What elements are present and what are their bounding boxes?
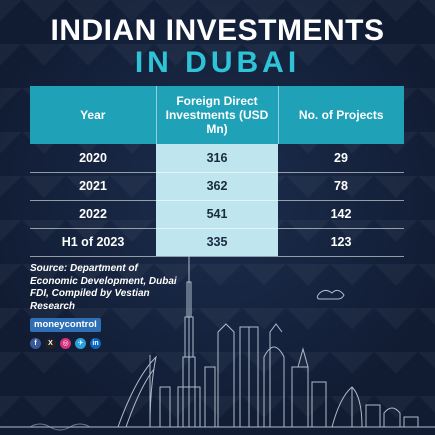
cell-projects: 29	[278, 144, 404, 173]
moneycontrol-logo: moneycontrol	[30, 318, 101, 332]
cell-fdi: 541	[156, 200, 278, 229]
cell-projects: 123	[278, 228, 404, 257]
title-line-2: IN DUBAI	[134, 46, 301, 79]
cell-year: 2022	[30, 200, 156, 229]
x-icon[interactable]: X	[45, 338, 56, 349]
table-header-row: Year Foreign Direct Investments (USD Mn)…	[30, 86, 404, 144]
cell-fdi: 316	[156, 144, 278, 173]
dubai-skyline-illustration	[0, 255, 435, 431]
instagram-icon[interactable]: ◎	[60, 338, 71, 349]
header-year: Year	[30, 86, 156, 144]
header-fdi: Foreign Direct Investments (USD Mn)	[155, 86, 279, 144]
table-row: 2022 541 142	[30, 200, 404, 229]
title-line-1: INDIAN INVESTMENTS	[50, 14, 385, 47]
cell-year: 2021	[30, 172, 156, 201]
cell-fdi: 335	[156, 228, 278, 257]
cell-fdi: 362	[156, 172, 278, 201]
linkedin-icon[interactable]: in	[90, 338, 101, 349]
facebook-icon[interactable]: f	[30, 338, 41, 349]
telegram-icon[interactable]: ✈	[75, 338, 86, 349]
cell-projects: 78	[278, 172, 404, 201]
table-row: H1 of 2023 335 123	[30, 228, 404, 257]
social-icons: f X ◎ ✈ in	[30, 338, 101, 349]
investment-table: Year Foreign Direct Investments (USD Mn)…	[30, 86, 404, 257]
cell-projects: 142	[278, 200, 404, 229]
header-projects: No. of Projects	[278, 86, 404, 144]
table-row: 2020 316 29	[30, 144, 404, 173]
table-row: 2021 362 78	[30, 172, 404, 201]
source-note: Source: Department of Economic Developme…	[30, 263, 177, 312]
cell-year: 2020	[30, 144, 156, 173]
cell-year: H1 of 2023	[30, 228, 156, 257]
